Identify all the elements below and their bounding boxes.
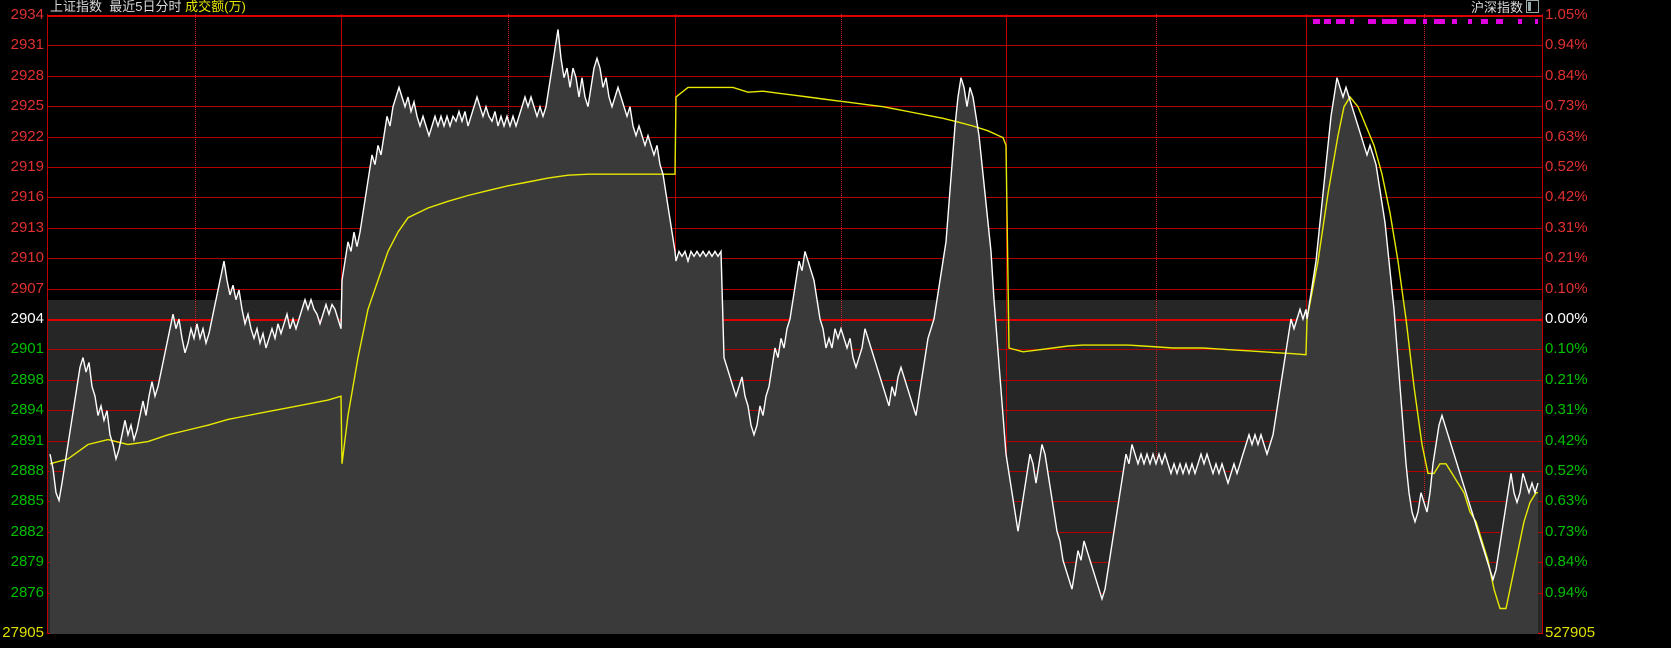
- percent-axis-tick: 0.31%: [1545, 218, 1588, 236]
- percent-axis-tick: 0.42%: [1545, 431, 1588, 449]
- price-axis-tick: 2925: [10, 97, 44, 115]
- gridline: [48, 197, 1542, 199]
- price-axis-tick: 2891: [10, 431, 44, 449]
- marker-dot: [1535, 19, 1538, 24]
- price-axis-left: 2934 2931 2928 2925 2922 2919 2916 2913 2910 2907…: [0, 0, 47, 648]
- price-axis-tick: 2879: [10, 553, 44, 571]
- price-axis-tick: 2876: [10, 583, 44, 601]
- percent-axis-tick: 0.63%: [1545, 492, 1588, 510]
- price-axis-tick: 27905: [2, 624, 44, 641]
- gridline: [48, 75, 1542, 77]
- gridline: [48, 15, 1542, 17]
- percent-axis-tick: 0.00%: [1545, 310, 1588, 327]
- price-axis-tick: 2934: [10, 6, 44, 23]
- price-axis-tick: 2904: [10, 310, 44, 327]
- percent-axis-tick: 0.63%: [1545, 127, 1588, 145]
- price-axis-tick: 2931: [10, 36, 44, 54]
- percent-axis-tick: 0.10%: [1545, 340, 1588, 358]
- session-midday-separator: [1156, 14, 1158, 634]
- percent-axis-tick: 0.21%: [1545, 370, 1588, 388]
- percent-axis-tick: 0.31%: [1545, 401, 1588, 419]
- price-axis-tick: 2910: [10, 249, 44, 267]
- period-label: 最近5日分时: [109, 0, 182, 14]
- price-axis-tick: 2898: [10, 370, 44, 388]
- gridline: [48, 106, 1542, 108]
- gridline: [48, 136, 1542, 138]
- marker-dot: [1336, 19, 1345, 24]
- session-separator: [1006, 14, 1007, 634]
- chart-plot-area[interactable]: [47, 14, 1543, 634]
- price-axis-tick: 2919: [10, 158, 44, 175]
- price-axis-tick: 2928: [10, 66, 44, 84]
- percent-axis-tick: 0.52%: [1545, 158, 1588, 175]
- percent-axis-tick: 0.84%: [1545, 66, 1588, 84]
- price-axis-tick: 2913: [10, 218, 44, 236]
- gridline: [48, 45, 1542, 47]
- marker-dot: [1324, 19, 1331, 24]
- session-midday-separator: [195, 14, 197, 634]
- marker-dot: [1313, 19, 1320, 24]
- marker-dot: [1382, 19, 1397, 24]
- marker-dot: [1452, 19, 1457, 24]
- average-price-line: [49, 86, 1538, 610]
- price-axis-tick: 2916: [10, 188, 44, 206]
- marker-dot: [1350, 19, 1354, 24]
- price-axis-tick: 2888: [10, 462, 44, 479]
- price-axis-tick: 2901: [10, 340, 44, 358]
- marker-dot: [1434, 19, 1445, 24]
- price-axis-tick: 2885: [10, 492, 44, 510]
- percent-axis-tick: 0.94%: [1545, 36, 1588, 54]
- percent-axis-right: 1.05% 0.94% 0.84% 0.73% 0.63% 0.52% 0.42% 0.31%…: [1541, 0, 1671, 648]
- index-price-line: [49, 29, 1539, 602]
- price-axis-tick: 2907: [10, 279, 44, 297]
- marker-dot: [1468, 19, 1472, 24]
- session-midday-separator: [1424, 14, 1426, 634]
- marker-dot: [1481, 19, 1488, 24]
- marker-dot: [1496, 19, 1503, 24]
- percent-axis-tick: 0.10%: [1545, 279, 1588, 297]
- index-name-label: 上证指数: [50, 0, 103, 14]
- marker-dot: [1518, 19, 1522, 24]
- percent-axis-tick: 0.94%: [1545, 583, 1588, 601]
- marker-dot: [1404, 19, 1416, 24]
- percent-axis-tick: 527905: [1545, 624, 1596, 641]
- price-axis-tick: 2882: [10, 522, 44, 540]
- percent-axis-tick: 0.42%: [1545, 188, 1588, 206]
- percent-axis-tick: 0.73%: [1545, 522, 1588, 540]
- secondary-index-label: 沪深指数: [1470, 0, 1523, 15]
- marker-dot: [1368, 19, 1376, 24]
- percent-axis-tick: 0.52%: [1545, 462, 1588, 479]
- percent-axis-tick: 0.21%: [1545, 249, 1588, 267]
- gridline: [48, 167, 1542, 168]
- panel-toggle-icon[interactable]: [1526, 0, 1539, 13]
- session-midday-separator: [841, 14, 843, 634]
- percent-axis-tick: 1.05%: [1545, 6, 1588, 23]
- price-axis-tick: 2922: [10, 127, 44, 145]
- volume-unit-label: 成交额(万): [185, 0, 246, 14]
- chart-header-right: 沪深指数: [1471, 0, 1539, 15]
- marker-dot: [1423, 19, 1427, 24]
- price-axis-tick: 2894: [10, 401, 44, 419]
- gridline: [48, 227, 1542, 229]
- chart-header-left: 上证指数 最近5日分时 成交额(万): [50, 0, 246, 15]
- percent-axis-tick: 0.84%: [1545, 553, 1588, 571]
- series-canvas: [49, 29, 1539, 634]
- gridline: [48, 258, 1542, 260]
- price-area-fill: [50, 29, 1538, 634]
- percent-axis-tick: 0.73%: [1545, 97, 1588, 115]
